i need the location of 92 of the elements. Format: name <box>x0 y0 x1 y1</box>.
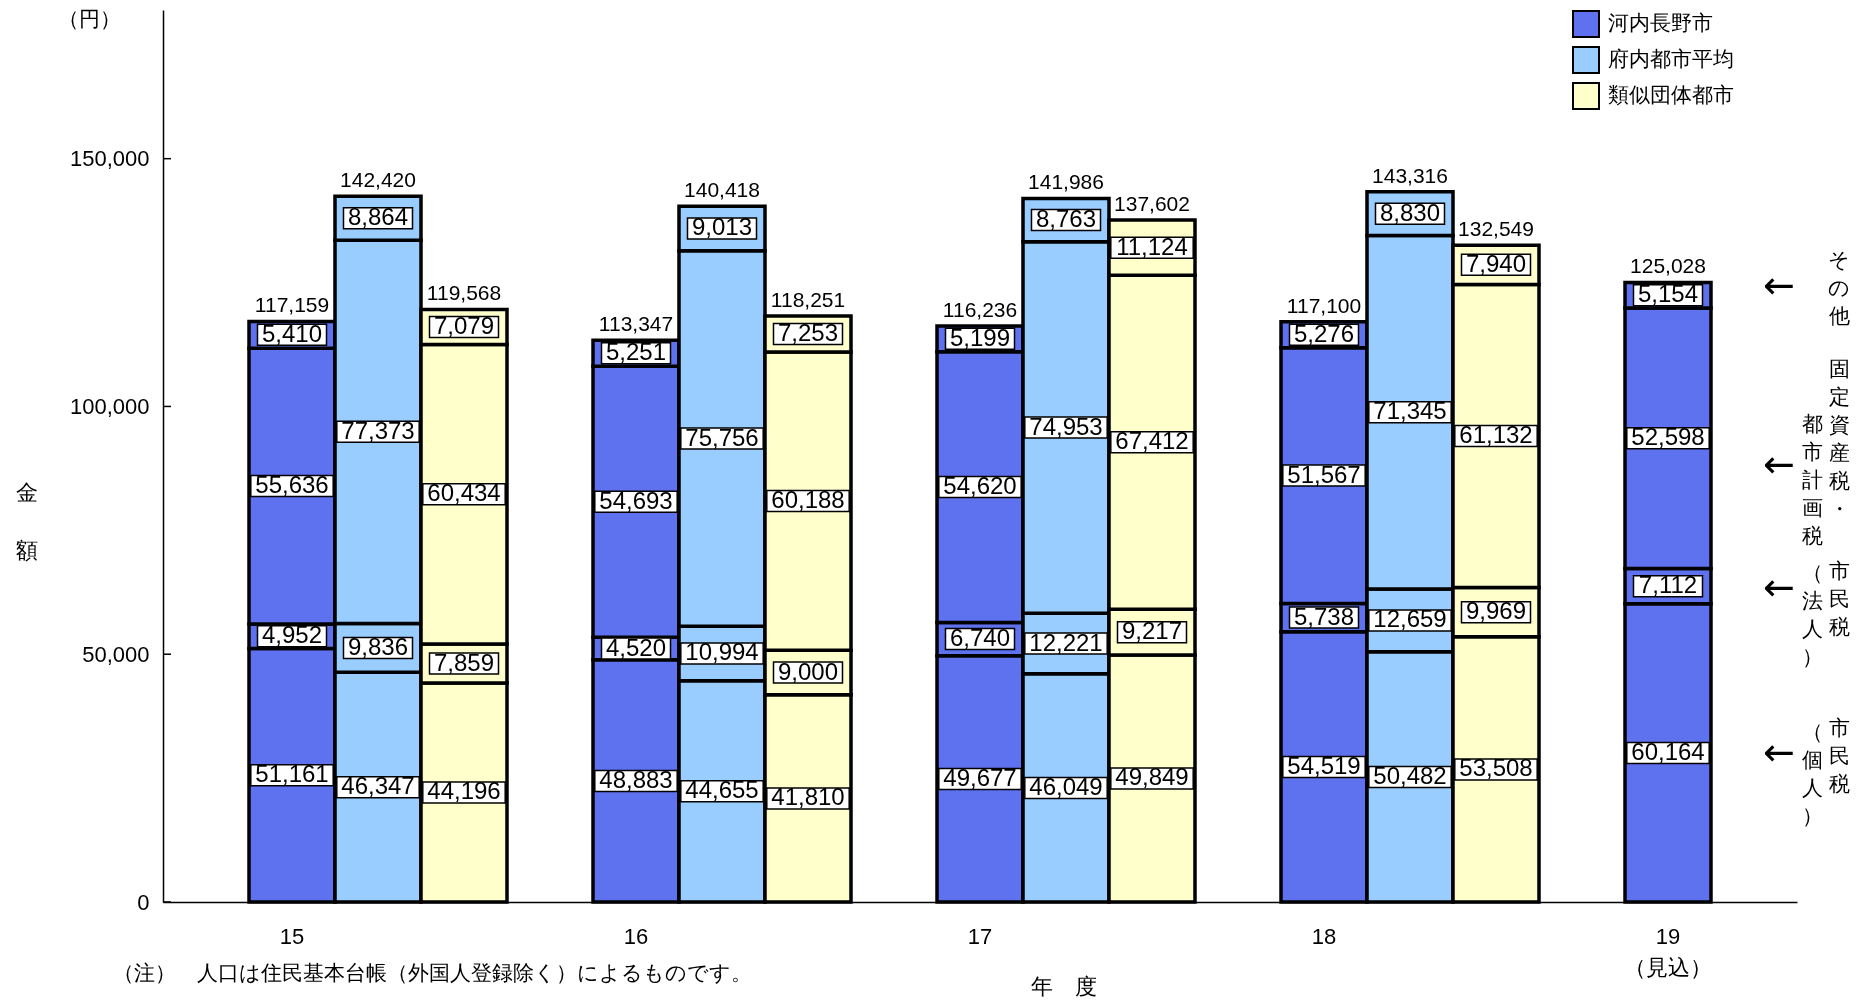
text: その他 <box>1828 248 1850 327</box>
data-label: 5,276 <box>1293 319 1355 347</box>
data-label: 7,112 <box>1638 571 1698 599</box>
data-label: 5,410 <box>261 319 323 347</box>
data-label: 44,196 <box>427 777 501 805</box>
data-label: 74,953 <box>1029 412 1103 440</box>
y-tick-label: 100,000 <box>69 393 150 419</box>
text: 市民税 <box>1828 716 1850 795</box>
total-label: 125,028 <box>1630 254 1706 278</box>
data-label: 9,000 <box>777 657 839 685</box>
data-label: 61,132 <box>1459 420 1533 448</box>
data-label: 46,347 <box>341 772 415 800</box>
text: （個人） <box>1801 720 1823 827</box>
data-label: 12,659 <box>1373 605 1447 633</box>
text: 金額 <box>15 479 38 563</box>
data-label: 12,221 <box>1029 628 1103 656</box>
data-label: 50,482 <box>1373 761 1447 789</box>
y-tick-label: 50,000 <box>82 641 150 667</box>
data-label: 4,952 <box>261 621 323 649</box>
total-label: 119,568 <box>426 281 502 305</box>
text: ← <box>1763 730 1795 774</box>
data-label: 5,199 <box>949 323 1011 351</box>
data-label: 7,940 <box>1465 249 1527 277</box>
x-tick-label: 16 <box>623 923 649 949</box>
data-label: 5,251 <box>605 338 667 366</box>
data-label: 54,620 <box>943 472 1017 500</box>
data-label: 7,253 <box>777 318 839 346</box>
data-label: 8,864 <box>347 203 409 231</box>
text: ← <box>1763 442 1795 486</box>
text: （円） <box>57 7 121 30</box>
data-label: 7,079 <box>433 312 495 340</box>
data-label: 51,567 <box>1287 460 1361 488</box>
data-label: 75,756 <box>685 423 759 451</box>
total-label: 140,418 <box>684 178 760 202</box>
data-label: 46,049 <box>1029 772 1103 800</box>
y-tick-label: 150,000 <box>69 146 150 172</box>
data-label: 9,217 <box>1121 617 1183 645</box>
x-axis-title: 年 度 <box>1030 973 1097 999</box>
legend-label: 府内都市平均 <box>1608 47 1734 70</box>
data-label: 54,693 <box>599 486 673 514</box>
total-label: 117,159 <box>254 293 330 317</box>
text: （注） 人口は住民基本台帳（外国人登録除く）によるものです。 <box>113 961 752 984</box>
data-label: 5,154 <box>1637 280 1699 308</box>
total-label: 137,602 <box>1114 192 1190 216</box>
total-label: 118,251 <box>770 288 846 311</box>
data-label: 9,969 <box>1465 597 1527 625</box>
data-label: 41,810 <box>771 783 845 811</box>
data-label: 10,994 <box>685 638 759 666</box>
data-label: 67,412 <box>1115 427 1189 455</box>
text: ← <box>1763 263 1795 307</box>
text: 都市計画税 <box>1801 412 1823 547</box>
total-label: 116,236 <box>942 297 1018 321</box>
data-label: 55,636 <box>255 471 329 499</box>
x-tick-label: 18 <box>1311 923 1337 949</box>
text: （法人） <box>1801 561 1823 668</box>
text: ← <box>1763 565 1795 609</box>
data-label: 53,508 <box>1459 754 1533 782</box>
data-label: 5,738 <box>1293 602 1355 630</box>
data-label: 8,763 <box>1035 205 1097 233</box>
x-tick-label: 17 <box>967 923 993 949</box>
data-label: 49,849 <box>1115 763 1189 791</box>
total-label: 113,347 <box>598 312 674 336</box>
data-label: 9,836 <box>347 632 409 660</box>
data-label: 60,164 <box>1631 737 1705 765</box>
data-label: 49,677 <box>943 763 1017 791</box>
data-label: 4,520 <box>605 633 667 661</box>
total-label: 141,986 <box>1028 170 1104 194</box>
data-label: 54,519 <box>1287 751 1361 779</box>
total-label: 142,420 <box>340 168 416 192</box>
data-label: 77,373 <box>341 416 415 444</box>
x-tick-label: 19 （見込） <box>1624 923 1712 980</box>
data-label: 48,883 <box>599 765 673 793</box>
data-label: 9,013 <box>691 213 753 241</box>
total-label: 117,100 <box>1286 293 1362 317</box>
data-label: 60,434 <box>427 479 501 507</box>
data-label: 60,188 <box>771 486 845 514</box>
x-tick-label: 15 <box>279 923 305 949</box>
total-label: 132,549 <box>1458 217 1534 241</box>
data-label: 8,830 <box>1379 198 1441 226</box>
data-label: 52,598 <box>1631 423 1705 451</box>
y-tick-label: 0 <box>137 889 150 915</box>
legend-label: 河内長野市 <box>1608 11 1713 34</box>
total-label: 143,316 <box>1372 163 1448 187</box>
data-label: 51,161 <box>255 760 329 788</box>
data-label: 71,345 <box>1373 397 1447 425</box>
text: 市民税 <box>1828 559 1850 638</box>
legend-label: 類似団体都市 <box>1608 83 1734 106</box>
data-label: 7,859 <box>433 648 495 676</box>
data-label: 44,655 <box>685 776 759 804</box>
data-label: 6,740 <box>949 624 1011 652</box>
data-label: 11,124 <box>1116 232 1188 260</box>
text: 固定資産税・ <box>1828 357 1850 520</box>
